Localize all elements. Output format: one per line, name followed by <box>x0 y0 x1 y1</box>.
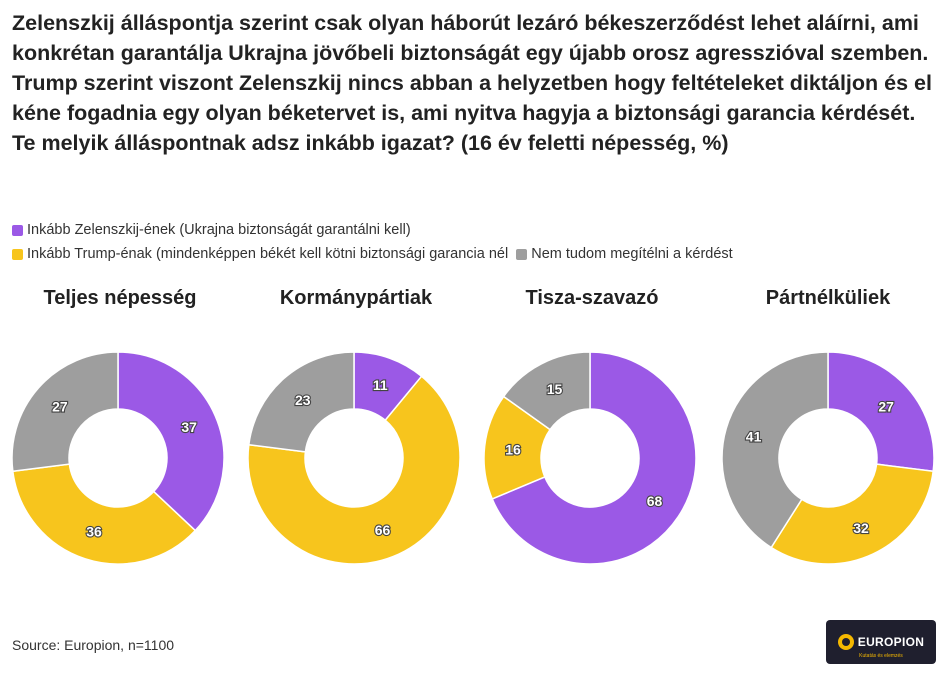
donut-1-label-unknown: 23 <box>295 392 311 408</box>
legend-swatch-trump <box>12 248 23 260</box>
legend-row-2: Inkább Trump-énak (mindenképpen békét ke… <box>12 246 741 262</box>
donut-2-label-zelenszkij: 68 <box>647 493 663 509</box>
donut-3-label-unknown: 41 <box>746 428 762 444</box>
donut-0-slice-unknown <box>11 351 119 473</box>
donut-2-label-unknown: 15 <box>547 381 563 397</box>
donut-0-label-trump: 36 <box>86 524 102 540</box>
donut-2-label-trump: 16 <box>505 441 521 457</box>
legend-row-1: Inkább Zelenszkij-ének (Ukrajna biztonsá… <box>12 222 419 238</box>
legend-item-unknown: Nem tudom megítélni a kérdést <box>516 246 733 262</box>
donut-3-slice-trump <box>770 463 935 565</box>
donut-3-slice-unknown <box>721 351 829 549</box>
legend-label-trump: Inkább Trump-énak (mindenképpen békét ke… <box>27 246 509 262</box>
europion-logo-tagline: Kutatás és elemzés <box>859 653 903 659</box>
donut-title-partnelkuliek: Pártnélküliek <box>765 287 891 309</box>
donut-2-slice-zelenszkij <box>491 351 697 565</box>
chart-main-title: Zelenszkij álláspontja szerint csak olya… <box>12 11 932 155</box>
donut-3-label-trump: 32 <box>853 520 869 536</box>
europion-logo: EUROPION Kutatás és elemzés <box>826 620 936 664</box>
europion-logo-text: EUROPION <box>857 635 925 649</box>
donut-1-label-zelenszkij: 11 <box>373 377 388 393</box>
legend-item-zelenszkij: Inkább Zelenszkij-ének (Ukrajna biztonsá… <box>12 222 411 238</box>
donut-1-label-trump: 66 <box>375 522 391 538</box>
donut-title-teljes: Teljes népesség <box>43 287 197 309</box>
donut-1-slice-trump <box>247 375 461 565</box>
europion-logo-icon <box>837 634 854 650</box>
legend-swatch-zelenszkij <box>12 224 23 236</box>
donut-title-tisza: Tisza-szavazó <box>525 287 659 309</box>
legend-label-unknown: Nem tudom megítélni a kérdést <box>531 246 733 262</box>
donut-0-label-unknown: 27 <box>52 399 68 415</box>
donut-3-label-zelenszkij: 27 <box>878 399 894 415</box>
donut-0-label-zelenszkij: 37 <box>181 419 197 435</box>
donut-0-slice-trump <box>11 463 197 565</box>
donut-3-slice-zelenszkij <box>827 351 935 473</box>
donut-2-slice-unknown <box>502 351 591 431</box>
donut-0-slice-zelenszkij <box>117 351 225 532</box>
source-note: Source: Europion, n=1100 <box>12 637 175 653</box>
donut-title-kormanypartiak: Kormánypártiak <box>279 287 433 309</box>
legend-item-trump: Inkább Trump-énak (mindenképpen békét ke… <box>12 246 508 262</box>
legend-swatch-unknown <box>516 248 528 260</box>
legend-label-zelenszkij: Inkább Zelenszkij-ének (Ukrajna biztonsá… <box>27 222 411 238</box>
donut-1-slice-unknown <box>247 351 355 453</box>
